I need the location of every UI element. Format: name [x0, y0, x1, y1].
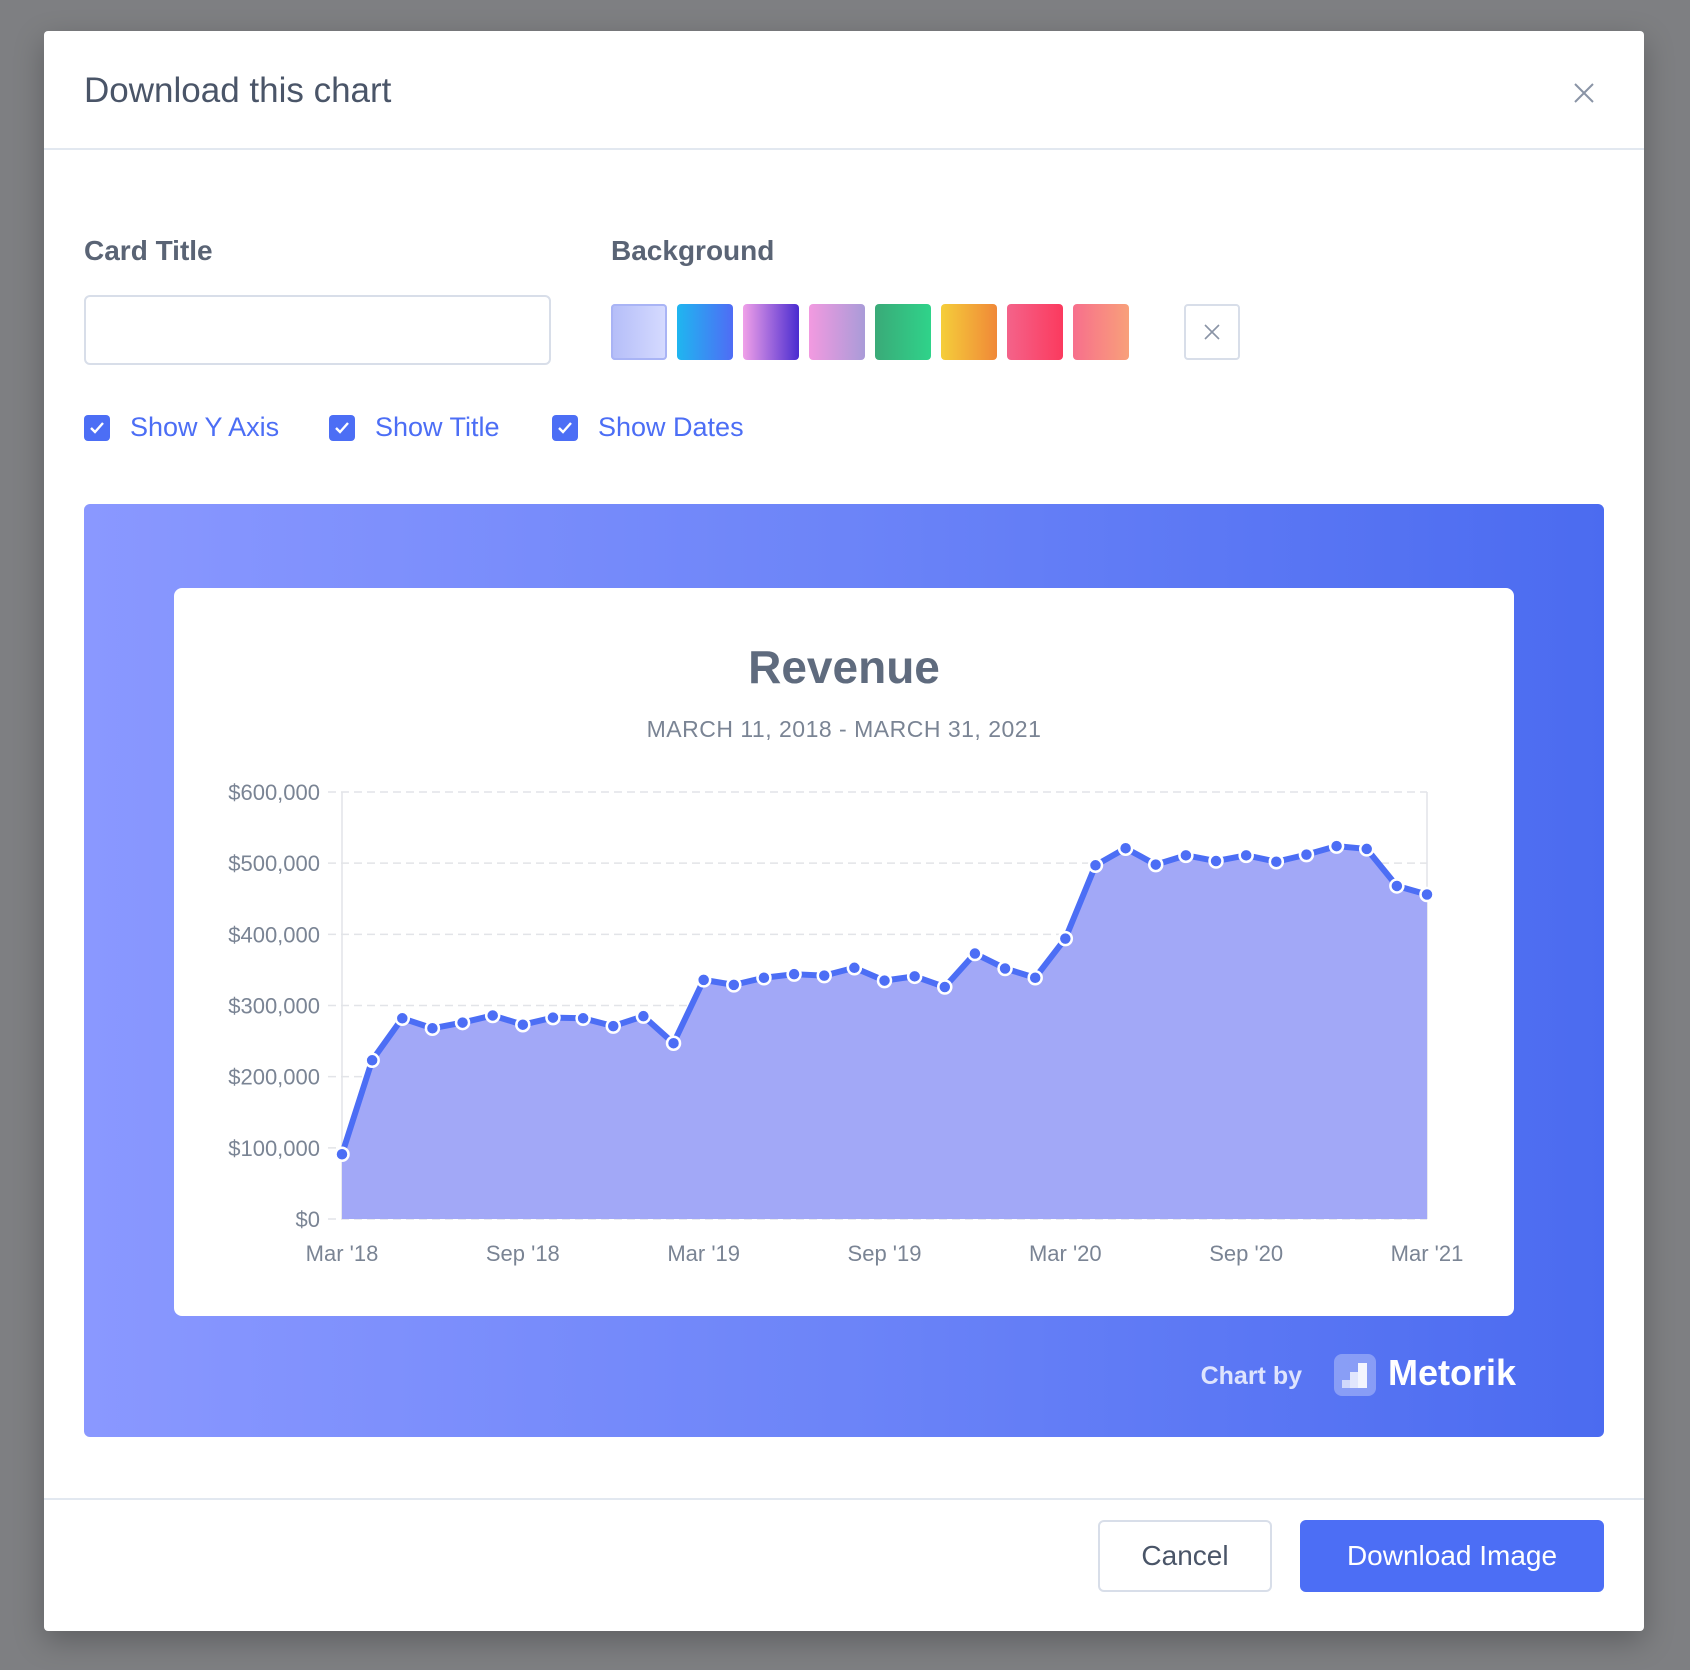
download-image-button[interactable]: Download Image	[1300, 1520, 1604, 1592]
data-point	[846, 960, 863, 976]
data-point	[1117, 840, 1134, 856]
data-point	[1298, 846, 1315, 863]
swatch-pink-violet[interactable]	[809, 304, 865, 360]
background-label: Background	[611, 235, 775, 266]
data-point	[1208, 853, 1224, 869]
revenue-chart: $0 $100,000 $200,000 $300,000 $400,000 $500,0…	[228, 780, 1464, 1266]
swatch-orange[interactable]	[941, 304, 997, 360]
x-tick-label: Sep '19	[848, 1241, 922, 1266]
y-tick-label: $300,000	[228, 994, 320, 1019]
data-point	[364, 1052, 380, 1069]
data-point	[1027, 969, 1043, 986]
data-point	[605, 1018, 621, 1034]
y-tick-label: $400,000	[228, 922, 320, 947]
close-button[interactable]	[1564, 73, 1604, 113]
data-point	[786, 966, 802, 982]
data-point	[726, 977, 742, 993]
data-point	[967, 945, 983, 962]
data-point	[515, 1016, 531, 1033]
data-point	[334, 1146, 350, 1162]
check-icon	[329, 414, 355, 441]
metorik-logo-icon	[1334, 1354, 1376, 1396]
checkbox-label: Show Y Axis	[130, 412, 280, 442]
cancel-button[interactable]: Cancel	[1098, 1520, 1272, 1592]
modal-title: Download this chart	[84, 71, 392, 110]
chart-title: Revenue	[748, 641, 940, 693]
show-dates-checkbox[interactable]: Show Dates	[552, 412, 744, 443]
x-tick-label: Mar '21	[1391, 1241, 1464, 1266]
header-divider	[44, 148, 1644, 150]
data-point	[1087, 857, 1104, 874]
chart-dates: MARCH 11, 2018 - MARCH 31, 2021	[646, 716, 1042, 742]
download-chart-modal: Download this chart Card Title Backgroun…	[44, 31, 1644, 1631]
show-title-checkbox[interactable]: Show Title	[329, 412, 500, 443]
y-tick-label: $0	[296, 1207, 320, 1232]
swatch-purple[interactable]	[743, 304, 799, 360]
data-point	[1057, 930, 1074, 947]
check-icon	[84, 414, 110, 441]
data-point	[394, 1010, 411, 1027]
y-tick-label: $500,000	[228, 851, 320, 876]
data-point	[906, 968, 923, 985]
no-background-button[interactable]	[1184, 304, 1240, 360]
data-point	[756, 969, 772, 986]
y-tick-label: $100,000	[228, 1136, 320, 1161]
swatch-red[interactable]	[1007, 304, 1063, 360]
data-point	[937, 979, 953, 995]
data-point	[1389, 878, 1405, 894]
x-tick-label: Mar '20	[1029, 1241, 1102, 1266]
area-fill	[342, 846, 1427, 1219]
swatch-coral[interactable]	[1073, 304, 1129, 360]
brand-name: Metorik	[1387, 1352, 1516, 1393]
data-point	[1148, 856, 1164, 873]
show-y-axis-checkbox[interactable]: Show Y Axis	[84, 412, 279, 443]
data-point	[665, 1035, 682, 1051]
data-point	[876, 972, 893, 989]
data-point	[575, 1010, 591, 1027]
data-point	[454, 1014, 471, 1031]
swatch-lavender[interactable]	[611, 304, 667, 360]
check-icon	[552, 414, 578, 441]
data-point	[1238, 847, 1254, 864]
chart-preview: Revenue MARCH 11, 2018 - MARCH 31, 2021 …	[84, 504, 1604, 1437]
data-point	[545, 1009, 561, 1026]
x-tick-label: Sep '20	[1209, 1241, 1283, 1266]
data-point	[1328, 838, 1345, 854]
data-point	[424, 1020, 441, 1037]
y-tick-label: $200,000	[228, 1065, 320, 1090]
data-point	[1268, 853, 1285, 870]
data-point	[1419, 886, 1435, 903]
footer-divider	[44, 1498, 1644, 1500]
data-point	[816, 967, 832, 984]
data-point	[997, 960, 1013, 977]
card-title-input[interactable]	[84, 295, 551, 365]
data-point	[1358, 841, 1375, 857]
y-tick-label: $600,000	[228, 780, 320, 805]
x-tick-label: Sep '18	[486, 1241, 560, 1266]
data-point	[484, 1007, 501, 1024]
close-icon	[1204, 324, 1220, 340]
x-tick-label: Mar '19	[667, 1241, 740, 1266]
chart-by-label: Chart by	[1200, 1362, 1302, 1390]
swatch-blue[interactable]	[677, 304, 733, 360]
data-point	[695, 972, 712, 988]
checkbox-label: Show Dates	[598, 412, 744, 442]
data-point	[1178, 847, 1194, 864]
close-icon	[1574, 83, 1594, 103]
checkbox-label: Show Title	[375, 412, 500, 442]
swatch-green[interactable]	[875, 304, 931, 360]
chart-card: Revenue MARCH 11, 2018 - MARCH 31, 2021 …	[174, 588, 1514, 1316]
data-point	[635, 1008, 652, 1024]
card-title-label: Card Title	[84, 235, 213, 266]
x-tick-label: Mar '18	[306, 1241, 379, 1266]
